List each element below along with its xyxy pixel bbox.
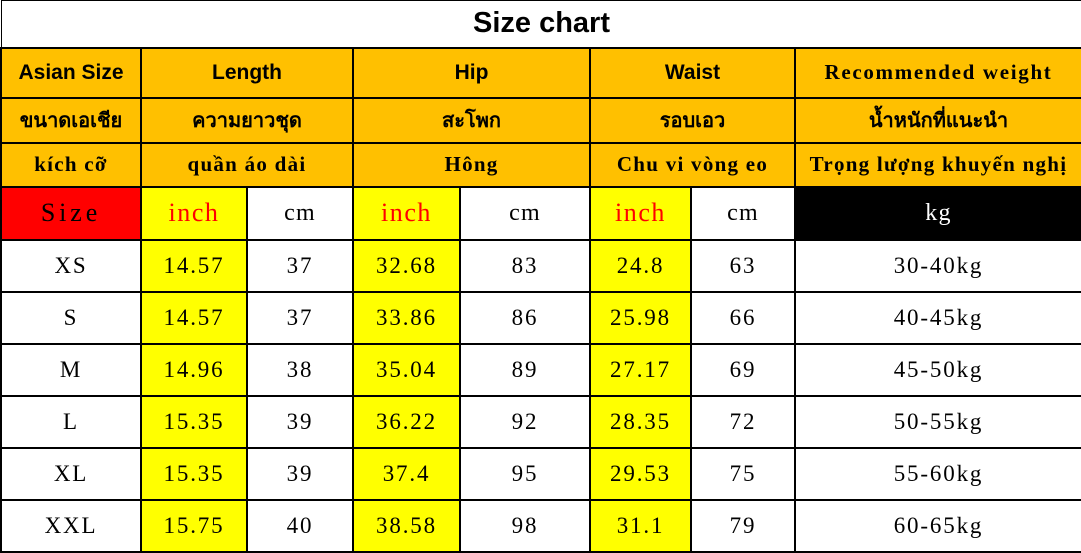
cell-hip-cm: 83 <box>459 238 591 293</box>
cell-length-cm: 39 <box>246 394 354 449</box>
cell-hip-cm: 98 <box>459 498 591 553</box>
cell-weight: 45-50kg <box>794 342 1081 397</box>
cell-size: M <box>0 342 142 397</box>
unit-waist-cm: cm <box>690 185 796 241</box>
header-vi-recommended-weight: Trọng lượng khuyến nghị <box>794 141 1081 188</box>
header-vi-waist: Chu vi vòng eo <box>589 141 796 188</box>
unit-waist-inch: inch <box>589 185 692 241</box>
table-row-m: M 14.96 38 35.04 89 27.17 69 45-50kg <box>0 342 1081 397</box>
cell-length-cm: 37 <box>246 238 354 293</box>
cell-waist-inch: 24.8 <box>589 238 692 293</box>
header-row-thai: ขนาดเอเชีย ความยาวชุด สะโพก รอบเอว น้ำหน… <box>0 96 1081 144</box>
cell-size: L <box>0 394 142 449</box>
chart-title: Size chart <box>0 0 1081 49</box>
cell-length-inch: 14.57 <box>140 290 248 345</box>
cell-length-inch: 15.35 <box>140 446 248 501</box>
cell-weight: 60-65kg <box>794 498 1081 553</box>
header-th-waist: รอบเอว <box>589 96 796 144</box>
cell-hip-cm: 92 <box>459 394 591 449</box>
cell-length-cm: 39 <box>246 446 354 501</box>
table-row-l: L 15.35 39 36.22 92 28.35 72 50-55kg <box>0 394 1081 449</box>
cell-waist-cm: 66 <box>690 290 796 345</box>
cell-hip-cm: 95 <box>459 446 591 501</box>
header-length: Length <box>140 46 354 99</box>
cell-waist-cm: 72 <box>690 394 796 449</box>
cell-weight: 55-60kg <box>794 446 1081 501</box>
table-row-xs: XS 14.57 37 32.68 83 24.8 63 30-40kg <box>0 238 1081 293</box>
unit-hip-cm: cm <box>459 185 591 241</box>
header-th-asian-size: ขนาดเอเชีย <box>0 96 142 144</box>
cell-waist-inch: 31.1 <box>589 498 692 553</box>
cell-length-inch: 15.35 <box>140 394 248 449</box>
unit-kg-label: kg <box>794 185 1081 241</box>
header-vi-length: quần áo dài <box>140 141 354 188</box>
units-row: Size inch cm inch cm inch cm kg <box>0 185 1081 241</box>
cell-length-cm: 37 <box>246 290 354 345</box>
cell-length-inch: 14.57 <box>140 238 248 293</box>
cell-hip-inch: 33.86 <box>352 290 461 345</box>
cell-length-inch: 14.96 <box>140 342 248 397</box>
cell-hip-inch: 36.22 <box>352 394 461 449</box>
cell-size: XS <box>0 238 142 293</box>
cell-weight: 50-55kg <box>794 394 1081 449</box>
cell-weight: 40-45kg <box>794 290 1081 345</box>
header-row-english: Asian Size Length Hip Waist Recommended … <box>0 46 1081 99</box>
cell-size: XL <box>0 446 142 501</box>
cell-weight: 30-40kg <box>794 238 1081 293</box>
header-asian-size: Asian Size <box>0 46 142 99</box>
cell-waist-inch: 28.35 <box>589 394 692 449</box>
cell-waist-cm: 79 <box>690 498 796 553</box>
header-hip: Hip <box>352 46 591 99</box>
table-row-xxl: XXL 15.75 40 38.58 98 31.1 79 60-65kg <box>0 498 1081 553</box>
cell-size: S <box>0 290 142 345</box>
cell-hip-inch: 37.4 <box>352 446 461 501</box>
header-vi-asian-size: kích cỡ <box>0 141 142 188</box>
unit-length-inch: inch <box>140 185 248 241</box>
cell-waist-cm: 63 <box>690 238 796 293</box>
header-th-hip: สะโพก <box>352 96 591 144</box>
header-waist: Waist <box>589 46 796 99</box>
cell-hip-inch: 35.04 <box>352 342 461 397</box>
cell-waist-cm: 75 <box>690 446 796 501</box>
header-recommended-weight: Recommended weight <box>794 46 1081 99</box>
cell-hip-cm: 89 <box>459 342 591 397</box>
cell-waist-inch: 27.17 <box>589 342 692 397</box>
table-row-s: S 14.57 37 33.86 86 25.98 66 40-45kg <box>0 290 1081 345</box>
cell-waist-cm: 69 <box>690 342 796 397</box>
cell-hip-cm: 86 <box>459 290 591 345</box>
header-vi-hip: Hông <box>352 141 591 188</box>
header-th-recommended-weight: น้ำหนักที่แนะนำ <box>794 96 1081 144</box>
table-row-xl: XL 15.35 39 37.4 95 29.53 75 55-60kg <box>0 446 1081 501</box>
cell-size: XXL <box>0 498 142 553</box>
cell-length-cm: 38 <box>246 342 354 397</box>
cell-hip-inch: 38.58 <box>352 498 461 553</box>
header-th-length: ความยาวชุด <box>140 96 354 144</box>
cell-length-cm: 40 <box>246 498 354 553</box>
unit-length-cm: cm <box>246 185 354 241</box>
cell-hip-inch: 32.68 <box>352 238 461 293</box>
header-row-vietnamese: kích cỡ quần áo dài Hông Chu vi vòng eo … <box>0 141 1081 188</box>
unit-size-label: Size <box>0 185 142 241</box>
cell-waist-inch: 29.53 <box>589 446 692 501</box>
cell-waist-inch: 25.98 <box>589 290 692 345</box>
unit-hip-inch: inch <box>352 185 461 241</box>
title-row: Size chart <box>0 0 1081 49</box>
cell-length-inch: 15.75 <box>140 498 248 553</box>
